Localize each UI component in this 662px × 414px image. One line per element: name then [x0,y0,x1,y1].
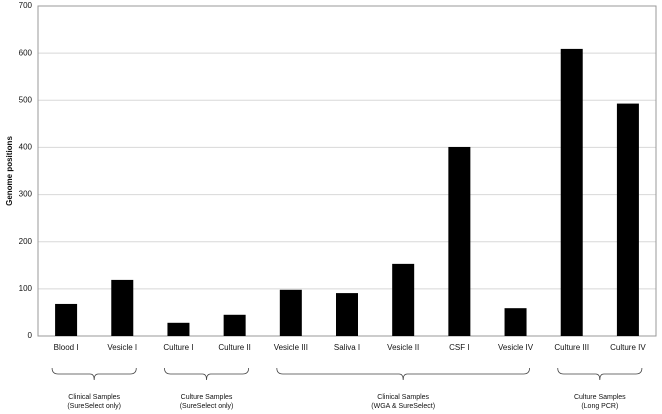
bar [223,314,246,336]
y-tick-label: 700 [19,1,33,10]
x-tick-label: Culture I [163,343,193,352]
y-tick-label: 0 [28,331,33,340]
y-tick-label: 500 [19,95,33,104]
x-tick-label: Blood I [54,343,79,352]
group-label: (Long PCR) [581,403,618,410]
group-label: (SureSelect only) [180,403,234,410]
group-label: Clinical Samples [68,394,120,401]
bar [504,308,527,336]
y-axis-label: Genome positions [5,136,14,206]
group-brace [557,367,643,381]
x-tick-label: Culture IV [610,343,646,352]
group-label: (SureSelect only) [67,403,121,410]
x-tick-label: Vesicle II [387,343,419,352]
bar [616,103,639,336]
x-tick-label: Vesicle IV [498,343,534,352]
bar [55,303,78,336]
group-label: Culture Samples [574,394,626,401]
bar [392,263,415,336]
y-tick-label: 100 [19,284,33,293]
group-label: (WGA & SureSelect) [371,403,435,410]
x-tick-label: Saliva I [334,343,360,352]
x-tick-label: Culture III [554,343,589,352]
y-tick-label: 300 [19,190,33,199]
bar [111,279,134,336]
group-label: Culture Samples [181,394,233,401]
group-brace [276,367,530,381]
group-label: Clinical Samples [377,394,429,401]
group-brace [164,367,250,381]
y-tick-label: 400 [19,143,33,152]
x-tick-label: Vesicle I [107,343,137,352]
bar [279,289,302,336]
x-tick-label: Culture II [218,343,250,352]
bar [448,146,471,336]
x-tick-label: CSF I [449,343,469,352]
x-tick-label: Vesicle III [274,343,308,352]
group-brace [51,367,137,381]
y-tick-label: 600 [19,48,33,57]
y-tick-label: 200 [19,237,33,246]
bar [560,48,583,337]
bar [167,322,190,336]
bar [336,293,358,336]
